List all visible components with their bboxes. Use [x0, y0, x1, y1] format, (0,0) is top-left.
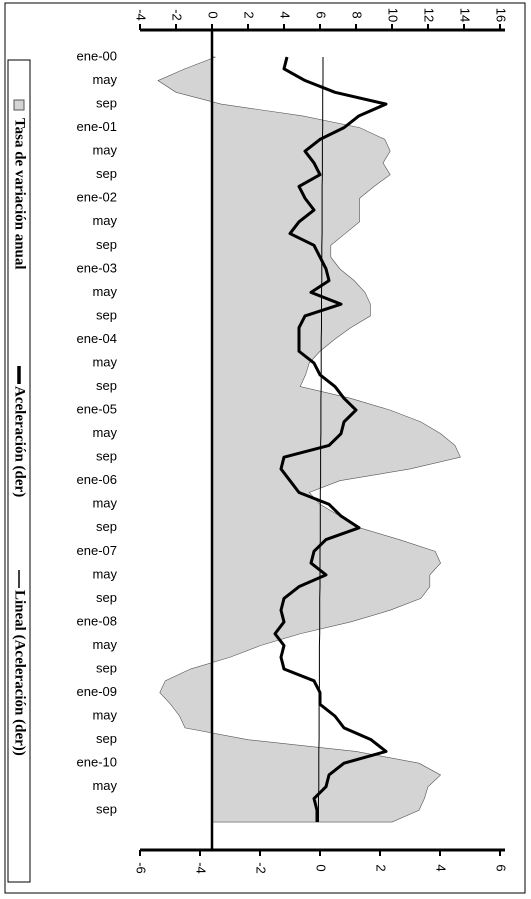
- legend-label: Aceleración (der): [12, 386, 28, 497]
- x-tick-label: sep: [96, 166, 117, 181]
- x-tick-label: ene-03: [77, 260, 117, 275]
- legend-box: [7, 59, 31, 883]
- x-tick-label: sep: [96, 519, 117, 534]
- x-tick-label: sep: [96, 731, 117, 746]
- y2-tick-label: 6: [494, 864, 509, 871]
- y-tick-label: 2: [242, 11, 257, 18]
- line: [318, 57, 324, 823]
- x-tick-label: may: [92, 354, 117, 369]
- x-tick-label: may: [92, 213, 117, 228]
- x-tick-label: may: [92, 143, 117, 158]
- x-tick-label: sep: [96, 802, 117, 817]
- y-tick-label: -2: [170, 9, 185, 21]
- x-tick-label: ene-10: [77, 755, 117, 770]
- x-tick-label: may: [92, 566, 117, 581]
- y-tick-label: -4: [134, 9, 149, 21]
- x-tick-label: ene-01: [77, 119, 117, 134]
- x-tick-label: may: [92, 708, 117, 723]
- x-tick-label: may: [92, 778, 117, 793]
- legend-label: Tasa de variación anual: [12, 118, 28, 270]
- x-tick-label: ene-06: [77, 472, 117, 487]
- x-tick-label: sep: [96, 307, 117, 322]
- x-tick-label: sep: [96, 378, 117, 393]
- y2-tick-label: 0: [314, 864, 329, 871]
- y-tick-label: 14: [458, 8, 473, 22]
- x-tick-label: sep: [96, 96, 117, 111]
- line: [273, 56, 388, 823]
- x-tick-label: ene-02: [77, 190, 117, 205]
- x-tick-label: ene-09: [77, 684, 117, 699]
- x-tick-label: sep: [96, 237, 117, 252]
- y2-tick-label: -4: [194, 862, 209, 874]
- area: [157, 56, 461, 823]
- y2-tick-label: -6: [134, 862, 149, 874]
- x-tick-label: sep: [96, 660, 117, 675]
- chart-border: [4, 2, 526, 894]
- x-tick-label: ene-07: [77, 543, 117, 558]
- x-tick-label: ene-08: [77, 613, 117, 628]
- x-tick-label: ene-04: [77, 331, 117, 346]
- y-tick-label: 4: [278, 11, 293, 18]
- y2-tick-label: 4: [434, 864, 449, 871]
- x-tick-label: sep: [96, 449, 117, 464]
- x-tick-label: sep: [96, 590, 117, 605]
- legend-label: Lineal (Aceleración (der)): [12, 590, 28, 756]
- x-tick-label: ene-00: [77, 48, 117, 63]
- x-tick-label: ene-05: [77, 402, 117, 417]
- x-tick-label: may: [92, 284, 117, 299]
- y-tick-label: 8: [350, 11, 365, 18]
- x-tick-label: may: [92, 637, 117, 652]
- x-tick-label: may: [92, 72, 117, 87]
- y-tick-label: 12: [422, 8, 437, 22]
- y2-tick-label: 2: [374, 864, 389, 871]
- y-tick-label: 0: [206, 11, 221, 18]
- y-tick-label: 6: [314, 11, 329, 18]
- x-tick-label: may: [92, 496, 117, 511]
- y-tick-label: 10: [386, 8, 401, 22]
- legend-swatch: [13, 99, 25, 111]
- x-tick-label: may: [92, 425, 117, 440]
- y2-tick-label: -2: [254, 862, 269, 874]
- y-tick-label: 16: [494, 8, 509, 22]
